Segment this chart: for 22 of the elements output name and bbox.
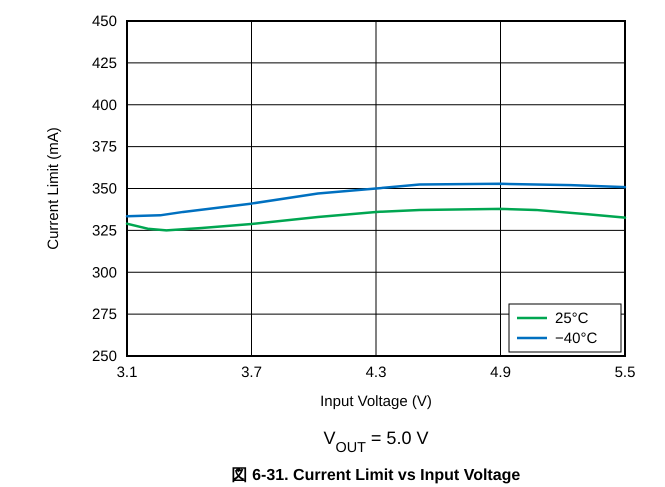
x-tick-label: 5.5 — [614, 364, 636, 381]
legend-label: 25°C — [555, 310, 589, 327]
y-tick-label: 425 — [92, 54, 117, 72]
x-tick-label: 4.3 — [366, 364, 386, 381]
y-tick-label: 400 — [92, 96, 117, 114]
x-axis-title: Input Voltage (V) — [320, 393, 432, 410]
text: 図 6-31. Current Limit vs Input Voltage — [232, 467, 520, 484]
y-tick-label: 375 — [92, 138, 117, 156]
x-tick-label: 3.7 — [241, 364, 262, 381]
y-tick-label: 275 — [92, 306, 117, 324]
y-tick-label: 450 — [92, 13, 117, 30]
x-tick-label: 3.1 — [116, 364, 138, 381]
text: V$_{OUT}$ = 5.0 V — [324, 428, 428, 456]
y-tick-label: 325 — [92, 222, 117, 240]
x-tick-label: 4.9 — [490, 364, 511, 381]
y-tick-label: 250 — [92, 348, 117, 365]
line-series — [126, 182, 626, 218]
y-tick-label: 300 — [92, 264, 117, 282]
y-tick-label: 350 — [92, 180, 117, 198]
y-axis-title: Current Limit (mA) — [45, 127, 62, 250]
line-series — [126, 208, 626, 232]
legend-label: −40°C — [555, 330, 598, 347]
